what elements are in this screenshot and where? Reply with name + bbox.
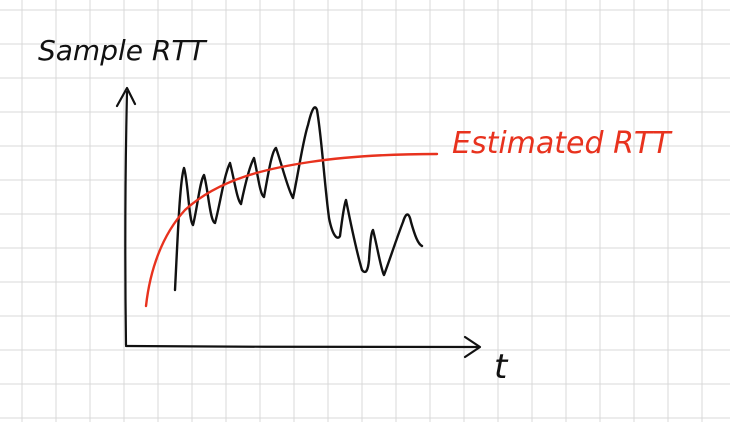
y-axis: [124, 90, 129, 347]
x-axis-arrowhead: [463, 335, 482, 359]
y-axis-label: Sample RTT: [38, 34, 207, 67]
sample-rtt-line: [173, 106, 424, 292]
x-axis-label: t: [494, 347, 509, 387]
estimated-rtt-label: Estimated RTT: [452, 126, 673, 161]
estimated-rtt-curve: [144, 152, 439, 308]
x-axis: [124, 344, 480, 349]
y-axis-arrowhead: [115, 86, 137, 108]
